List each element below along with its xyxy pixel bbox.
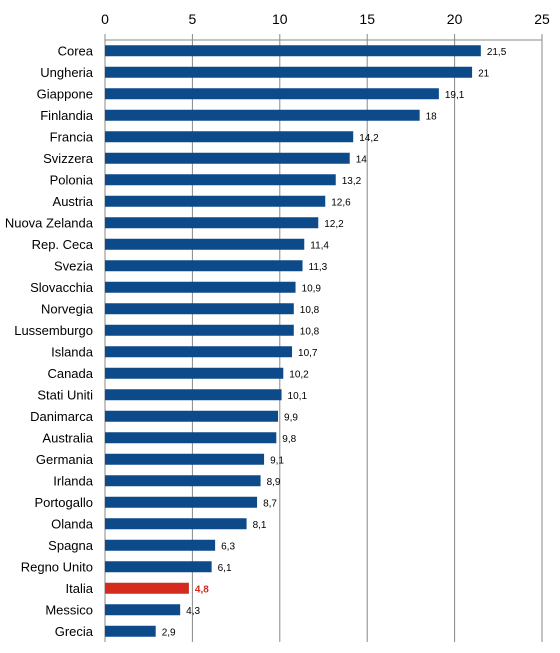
bar: [105, 367, 284, 379]
data-label: 21,5: [487, 47, 507, 58]
bar: [105, 432, 277, 444]
x-tick-label: 15: [359, 11, 375, 27]
category-label: Regno Unito: [21, 559, 93, 574]
x-tick-label: 25: [534, 11, 550, 27]
bar: [105, 152, 350, 164]
x-tick-label: 10: [272, 11, 288, 27]
category-label: Svezia: [54, 258, 94, 273]
data-label: 8,9: [267, 477, 281, 488]
data-label: 2,9: [162, 627, 176, 638]
data-label: 10,8: [300, 305, 320, 316]
bars-layer: [105, 45, 481, 637]
data-label: 12,2: [324, 219, 344, 230]
bar: [105, 281, 296, 293]
category-label: Stati Uniti: [37, 387, 93, 402]
bar: [105, 303, 294, 315]
bar: [105, 582, 189, 594]
category-label: Ungheria: [40, 65, 94, 80]
category-label: Rep. Ceca: [32, 237, 94, 252]
data-label: 8,1: [253, 520, 267, 531]
category-label: Polonia: [50, 172, 94, 187]
bar: [105, 66, 473, 78]
data-label: 9,8: [282, 434, 296, 445]
data-label: 14: [356, 154, 368, 165]
data-label: 10,1: [288, 391, 308, 402]
bar: [105, 217, 319, 229]
category-label: Corea: [58, 43, 94, 58]
category-label: Norvegia: [41, 301, 94, 316]
bar: [105, 625, 156, 637]
category-label: Svizzera: [43, 151, 94, 166]
data-label: 11,4: [310, 240, 329, 251]
bar: [105, 539, 216, 551]
data-label: 10,9: [302, 283, 322, 294]
category-label: Germania: [36, 452, 94, 467]
category-label: Grecia: [55, 624, 94, 639]
bar: [105, 260, 303, 272]
category-label: Slovacchia: [30, 280, 94, 295]
data-label: 12,6: [331, 197, 351, 208]
data-label: 14,2: [359, 133, 379, 144]
data-label: 13,2: [342, 176, 362, 187]
data-label: 10,7: [298, 348, 318, 359]
bar: [105, 45, 481, 57]
data-label: 11,3: [309, 262, 328, 273]
category-label: Australia: [42, 430, 93, 445]
data-label: 4,8: [195, 584, 209, 595]
x-tick-label: 0: [101, 11, 109, 27]
category-label: Italia: [66, 581, 94, 596]
bar: [105, 453, 265, 465]
bar: [105, 389, 282, 401]
category-label: Portogallo: [34, 495, 93, 510]
bar: [105, 109, 420, 121]
data-label: 9,1: [270, 455, 284, 466]
bar: [105, 131, 354, 143]
category-label: Olanda: [51, 516, 94, 531]
category-label: Danimarca: [30, 409, 94, 424]
category-label: Spagna: [48, 538, 94, 553]
bar: [105, 346, 293, 358]
data-label: 21: [478, 68, 490, 79]
data-label: 10,2: [289, 369, 309, 380]
bar: [105, 238, 305, 250]
bar: [105, 518, 247, 530]
x-tick-label: 20: [447, 11, 463, 27]
category-label: Finlandia: [40, 108, 94, 123]
data-label: 6,1: [218, 563, 232, 574]
data-label: 8,7: [263, 498, 277, 509]
category-label: Canada: [47, 366, 93, 381]
data-label: 10,8: [300, 326, 320, 337]
category-label: Nuova Zelanda: [5, 215, 94, 230]
category-label: Lussemburgo: [14, 323, 93, 338]
data-label: 19,1: [445, 90, 465, 101]
bar: [105, 496, 258, 508]
bar: [105, 561, 212, 573]
category-label: Austria: [53, 194, 94, 209]
bar: [105, 604, 181, 616]
bar: [105, 324, 294, 336]
grid-layer: [104, 34, 543, 642]
bar: [105, 475, 261, 487]
data-label: 6,3: [221, 541, 235, 552]
data-label: 4,3: [186, 606, 200, 617]
bar: [105, 410, 279, 422]
category-label: Giappone: [37, 86, 93, 101]
x-tick-label: 5: [189, 11, 197, 27]
category-label: Francia: [50, 129, 94, 144]
category-label: Irlanda: [53, 473, 94, 488]
data-label: 18: [426, 111, 438, 122]
data-label: 9,9: [284, 412, 298, 423]
bar: [105, 88, 439, 100]
category-label: Messico: [45, 602, 93, 617]
bar: [105, 174, 336, 186]
labels-layer: 0 5 10 15 20 25 Corea 21,5 Ungheria 21 Giappone 19,…: [5, 11, 550, 639]
category-label: Islanda: [51, 344, 94, 359]
bar: [105, 195, 326, 207]
